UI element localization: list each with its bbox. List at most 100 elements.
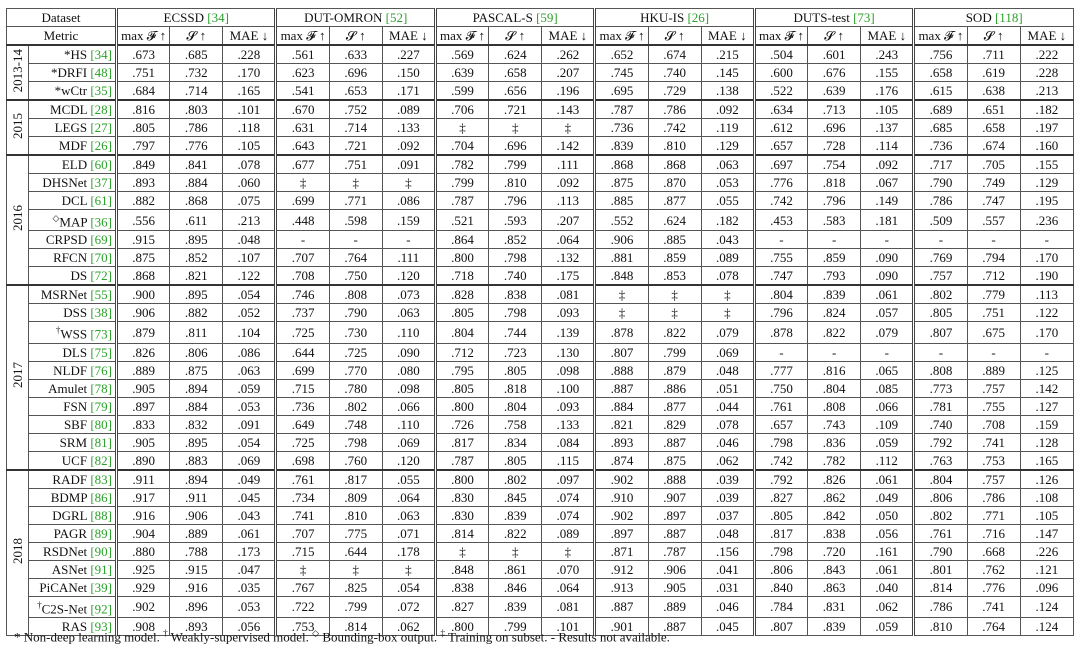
score-cell: .063 (381, 505, 436, 525)
method-row: UCF [82] .890.883.069.698.760.120.787.805… (7, 450, 1075, 471)
score-cell: .173 (222, 541, 277, 561)
score-cell: .178 (381, 541, 436, 561)
method-name: RSDNet [90] (27, 541, 118, 561)
score-cell: .925 (115, 559, 171, 579)
score-cell: .790 (328, 303, 383, 323)
score-cell: .887 (647, 616, 702, 636)
score-cell: .728 (807, 136, 862, 156)
score-cell: .886 (647, 378, 702, 398)
dataset-name: ECSSD (163, 10, 205, 25)
score-cell: .829 (647, 414, 702, 434)
score-cell: .509 (912, 208, 968, 232)
score-cell: .213 (222, 208, 277, 232)
metric-header: MAE ↓ (1019, 26, 1075, 46)
score-cell: .043 (700, 230, 755, 250)
score-cell: .884 (593, 396, 649, 416)
dataset-name: HKU-IS (640, 10, 685, 25)
method-row: FSN [79] .897.884.053.736.802.066.800.804… (7, 396, 1075, 416)
score-cell: .111 (381, 248, 436, 268)
method-row: PAGR [89] .904.889.061.707.775.071.814.82… (7, 523, 1075, 543)
metric-header: max 𝓕 ↑ (593, 26, 649, 46)
score-cell: .849 (115, 154, 171, 174)
score-cell: .905 (647, 577, 702, 597)
metric-header: max 𝓕 ↑ (912, 26, 968, 46)
score-cell: .814 (912, 577, 968, 597)
score-cell: .069 (222, 450, 277, 471)
method-name: MDF [26] (27, 136, 118, 156)
score-cell: .722 (274, 595, 330, 618)
score-cell: .063 (700, 154, 755, 174)
score-cell: .100 (541, 378, 596, 398)
score-cell: .639 (807, 81, 862, 101)
dataset-header: SOD [118] (912, 8, 1074, 27)
score-cell: .895 (169, 284, 224, 305)
score-cell: .561 (274, 44, 330, 64)
score-cell: .782 (433, 154, 490, 174)
score-cell: .129 (700, 136, 755, 156)
citation: [80] (90, 416, 113, 432)
score-cell: .105 (860, 99, 915, 119)
score-cell: .780 (328, 378, 383, 398)
score-cell: .848 (433, 559, 490, 579)
method-name: RFCN [70] (27, 248, 118, 268)
score-cell: .897 (593, 523, 649, 543)
citation: [60] (90, 157, 113, 172)
score-cell: .769 (912, 248, 968, 268)
score-cell: .809 (328, 487, 383, 507)
score-cell: .786 (912, 595, 968, 618)
score-cell: .124 (1019, 616, 1075, 636)
score-cell: .062 (860, 595, 915, 618)
score-cell: .090 (381, 342, 436, 362)
method-row: †C2S-Net [92] .902.896.053.722.799.072.82… (7, 595, 1075, 618)
citation: [91] (90, 561, 113, 577)
score-cell: .725 (274, 432, 330, 452)
score-cell: .834 (488, 432, 543, 452)
score-cell: .915 (115, 230, 171, 250)
score-cell: .804 (488, 396, 543, 416)
method-row: ◇MAP [36] .556.611.213.448.598.159.521.59… (7, 208, 1075, 232)
metric-row: Metric max 𝓕 ↑ 𝓢 ↑ MAE ↓ max 𝓕 ↑ 𝓢 ↑ MAE ↓ max … (5, 26, 1075, 46)
score-cell: .080 (381, 360, 436, 380)
score-cell: .853 (647, 266, 702, 286)
method-label: MCDL (50, 102, 88, 117)
score-cell: .740 (647, 63, 702, 82)
citation: [48] (90, 65, 113, 80)
score-cell: .115 (541, 450, 596, 471)
score-cell: .715 (274, 378, 330, 398)
score-cell: .228 (222, 44, 277, 64)
method-name: DHSNet [37] (27, 173, 118, 192)
score-cell: .757 (966, 468, 1021, 489)
score-cell: .796 (807, 191, 862, 210)
method-label: ELD (61, 157, 88, 172)
score-cell: ‡ (381, 559, 436, 579)
score-cell: .105 (1019, 505, 1075, 525)
score-cell: .787 (647, 541, 702, 561)
score-cell: .744 (488, 321, 543, 344)
method-name: BDMP [86] (27, 487, 118, 507)
score-cell: .170 (1019, 321, 1075, 344)
score-cell: .808 (807, 396, 862, 416)
score-cell: .864 (433, 230, 490, 250)
score-cell: .047 (222, 559, 277, 579)
score-cell: - (328, 230, 383, 250)
score-cell: .889 (647, 595, 702, 618)
metric-header: MAE ↓ (860, 26, 915, 46)
score-cell: .142 (1019, 378, 1075, 398)
score-cell: .818 (488, 378, 543, 398)
citation: [78] (90, 380, 113, 396)
score-cell: .725 (328, 342, 383, 362)
score-cell: .522 (752, 81, 809, 101)
footnote-text: Training on subset. (447, 629, 548, 645)
score-cell: .046 (700, 595, 755, 618)
score-cell: .827 (752, 487, 809, 507)
score-cell: .675 (966, 321, 1021, 344)
score-cell: .056 (860, 523, 915, 543)
score-cell: ‡ (488, 118, 543, 137)
score-cell: .776 (966, 577, 1021, 597)
score-cell: .798 (752, 541, 809, 561)
score-cell: .786 (966, 487, 1021, 507)
score-cell: .712 (966, 266, 1021, 286)
year-label: 2016 (9, 205, 25, 232)
metric-header: MAE ↓ (222, 26, 277, 46)
score-cell: .133 (381, 118, 436, 137)
